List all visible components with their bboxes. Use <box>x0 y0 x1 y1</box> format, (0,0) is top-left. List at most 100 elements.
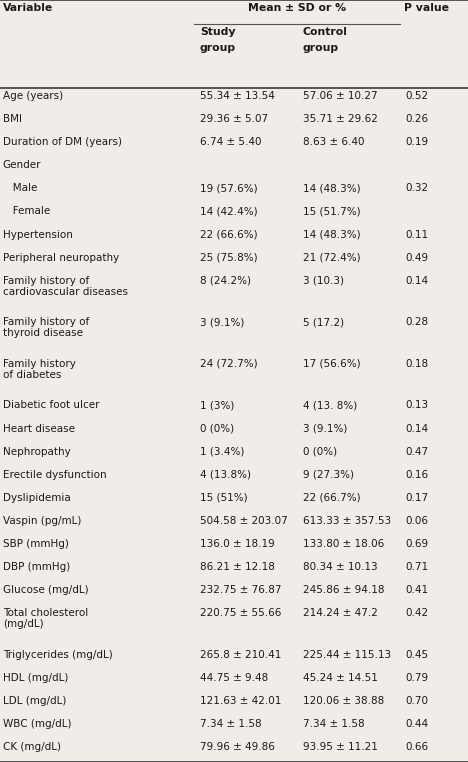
Text: 0.14: 0.14 <box>406 424 429 434</box>
Text: Age (years): Age (years) <box>3 91 63 101</box>
Text: 0.49: 0.49 <box>406 253 429 263</box>
Text: 0.47: 0.47 <box>406 447 429 456</box>
Text: SBP (mmHg): SBP (mmHg) <box>3 539 69 549</box>
Text: 24 (72.7%): 24 (72.7%) <box>200 359 257 369</box>
Text: 0.06: 0.06 <box>406 516 429 526</box>
Text: 0.69: 0.69 <box>406 539 429 549</box>
Text: 121.63 ± 42.01: 121.63 ± 42.01 <box>200 696 281 706</box>
Text: 0.71: 0.71 <box>406 562 429 572</box>
Text: 86.21 ± 12.18: 86.21 ± 12.18 <box>200 562 275 572</box>
Text: 0.26: 0.26 <box>406 114 429 124</box>
Text: 14 (42.4%): 14 (42.4%) <box>200 207 257 216</box>
Text: Vaspin (pg/mL): Vaspin (pg/mL) <box>3 516 81 526</box>
Text: 0.17: 0.17 <box>406 493 429 503</box>
Text: Gender: Gender <box>3 160 41 170</box>
Text: 265.8 ± 210.41: 265.8 ± 210.41 <box>200 650 281 660</box>
Text: 0.18: 0.18 <box>406 359 429 369</box>
Text: Glucose (mg/dL): Glucose (mg/dL) <box>3 585 88 595</box>
Text: Total cholesterol
(mg/dL): Total cholesterol (mg/dL) <box>3 608 88 629</box>
Text: 15 (51%): 15 (51%) <box>200 493 248 503</box>
Text: 5 (17.2): 5 (17.2) <box>303 317 344 328</box>
Text: 44.75 ± 9.48: 44.75 ± 9.48 <box>200 673 268 683</box>
Text: 45.24 ± 14.51: 45.24 ± 14.51 <box>303 673 378 683</box>
Text: Dyslipidemia: Dyslipidemia <box>3 493 71 503</box>
Text: 0 (0%): 0 (0%) <box>303 447 337 456</box>
Text: 0.16: 0.16 <box>406 469 429 480</box>
Text: 55.34 ± 13.54: 55.34 ± 13.54 <box>200 91 275 101</box>
Text: 613.33 ± 357.53: 613.33 ± 357.53 <box>303 516 391 526</box>
Text: 232.75 ± 76.87: 232.75 ± 76.87 <box>200 585 281 595</box>
Text: Study

group: Study group <box>200 27 236 53</box>
Text: 3 (9.1%): 3 (9.1%) <box>303 424 347 434</box>
Text: 8 (24.2%): 8 (24.2%) <box>200 276 251 286</box>
Text: 0.42: 0.42 <box>406 608 429 618</box>
Text: 3 (9.1%): 3 (9.1%) <box>200 317 244 328</box>
Text: 29.36 ± 5.07: 29.36 ± 5.07 <box>200 114 268 124</box>
Text: 93.95 ± 11.21: 93.95 ± 11.21 <box>303 742 378 752</box>
Text: 0.41: 0.41 <box>406 585 429 595</box>
Text: 19 (57.6%): 19 (57.6%) <box>200 184 257 194</box>
Text: 25 (75.8%): 25 (75.8%) <box>200 253 257 263</box>
Text: Nephropathy: Nephropathy <box>3 447 71 456</box>
Text: 225.44 ± 115.13: 225.44 ± 115.13 <box>303 650 391 660</box>
Text: 7.34 ± 1.58: 7.34 ± 1.58 <box>303 719 365 729</box>
Text: Family history of
cardiovascular diseases: Family history of cardiovascular disease… <box>3 276 128 296</box>
Text: Family history of
thyroid disease: Family history of thyroid disease <box>3 317 89 338</box>
Text: 120.06 ± 38.88: 120.06 ± 38.88 <box>303 696 384 706</box>
Text: 0.44: 0.44 <box>406 719 429 729</box>
Text: 9 (27.3%): 9 (27.3%) <box>303 469 354 480</box>
Text: DBP (mmHg): DBP (mmHg) <box>3 562 70 572</box>
Text: 6.74 ± 5.40: 6.74 ± 5.40 <box>200 137 261 147</box>
Text: 0.14: 0.14 <box>406 276 429 286</box>
Text: 0.11: 0.11 <box>406 229 429 239</box>
Text: 79.96 ± 49.86: 79.96 ± 49.86 <box>200 742 275 752</box>
Text: Erectile dysfunction: Erectile dysfunction <box>3 469 106 480</box>
Text: P value: P value <box>404 3 449 13</box>
Text: LDL (mg/dL): LDL (mg/dL) <box>3 696 66 706</box>
Text: 0.19: 0.19 <box>406 137 429 147</box>
Text: 4 (13. 8%): 4 (13. 8%) <box>303 400 357 411</box>
Text: Hypertension: Hypertension <box>3 229 73 239</box>
Text: 21 (72.4%): 21 (72.4%) <box>303 253 360 263</box>
Text: 17 (56.6%): 17 (56.6%) <box>303 359 360 369</box>
Text: 22 (66.7%): 22 (66.7%) <box>303 493 360 503</box>
Text: 3 (10.3): 3 (10.3) <box>303 276 344 286</box>
Text: Mean ± SD or %: Mean ± SD or % <box>248 3 346 13</box>
Text: 0.32: 0.32 <box>406 184 429 194</box>
Text: Peripheral neuropathy: Peripheral neuropathy <box>3 253 119 263</box>
Text: 0 (0%): 0 (0%) <box>200 424 234 434</box>
Text: 80.34 ± 10.13: 80.34 ± 10.13 <box>303 562 377 572</box>
Text: 214.24 ± 47.2: 214.24 ± 47.2 <box>303 608 378 618</box>
Text: 0.79: 0.79 <box>406 673 429 683</box>
Text: 57.06 ± 10.27: 57.06 ± 10.27 <box>303 91 377 101</box>
Text: Duration of DM (years): Duration of DM (years) <box>3 137 122 147</box>
Text: 504.58 ± 203.07: 504.58 ± 203.07 <box>200 516 287 526</box>
Text: 136.0 ± 18.19: 136.0 ± 18.19 <box>200 539 275 549</box>
Text: 1 (3.4%): 1 (3.4%) <box>200 447 244 456</box>
Text: 14 (48.3%): 14 (48.3%) <box>303 229 360 239</box>
Text: 0.70: 0.70 <box>406 696 429 706</box>
Text: Control

group: Control group <box>303 27 348 53</box>
Text: WBC (mg/dL): WBC (mg/dL) <box>3 719 71 729</box>
Text: 0.66: 0.66 <box>406 742 429 752</box>
Text: 4 (13.8%): 4 (13.8%) <box>200 469 251 480</box>
Text: CK (mg/dL): CK (mg/dL) <box>3 742 61 752</box>
Text: 14 (48.3%): 14 (48.3%) <box>303 184 360 194</box>
Text: Triglycerides (mg/dL): Triglycerides (mg/dL) <box>3 650 113 660</box>
Text: 0.52: 0.52 <box>406 91 429 101</box>
Text: 22 (66.6%): 22 (66.6%) <box>200 229 257 239</box>
Text: HDL (mg/dL): HDL (mg/dL) <box>3 673 68 683</box>
Text: 35.71 ± 29.62: 35.71 ± 29.62 <box>303 114 378 124</box>
Text: 7.34 ± 1.58: 7.34 ± 1.58 <box>200 719 262 729</box>
Text: Heart disease: Heart disease <box>3 424 75 434</box>
Text: 8.63 ± 6.40: 8.63 ± 6.40 <box>303 137 364 147</box>
Text: 133.80 ± 18.06: 133.80 ± 18.06 <box>303 539 384 549</box>
Text: BMI: BMI <box>3 114 22 124</box>
Text: Variable: Variable <box>3 3 53 13</box>
Text: 0.28: 0.28 <box>406 317 429 328</box>
Text: 0.13: 0.13 <box>406 400 429 411</box>
Text: Female: Female <box>3 207 50 216</box>
Text: 1 (3%): 1 (3%) <box>200 400 234 411</box>
Text: Male: Male <box>3 184 37 194</box>
Text: 0.45: 0.45 <box>406 650 429 660</box>
